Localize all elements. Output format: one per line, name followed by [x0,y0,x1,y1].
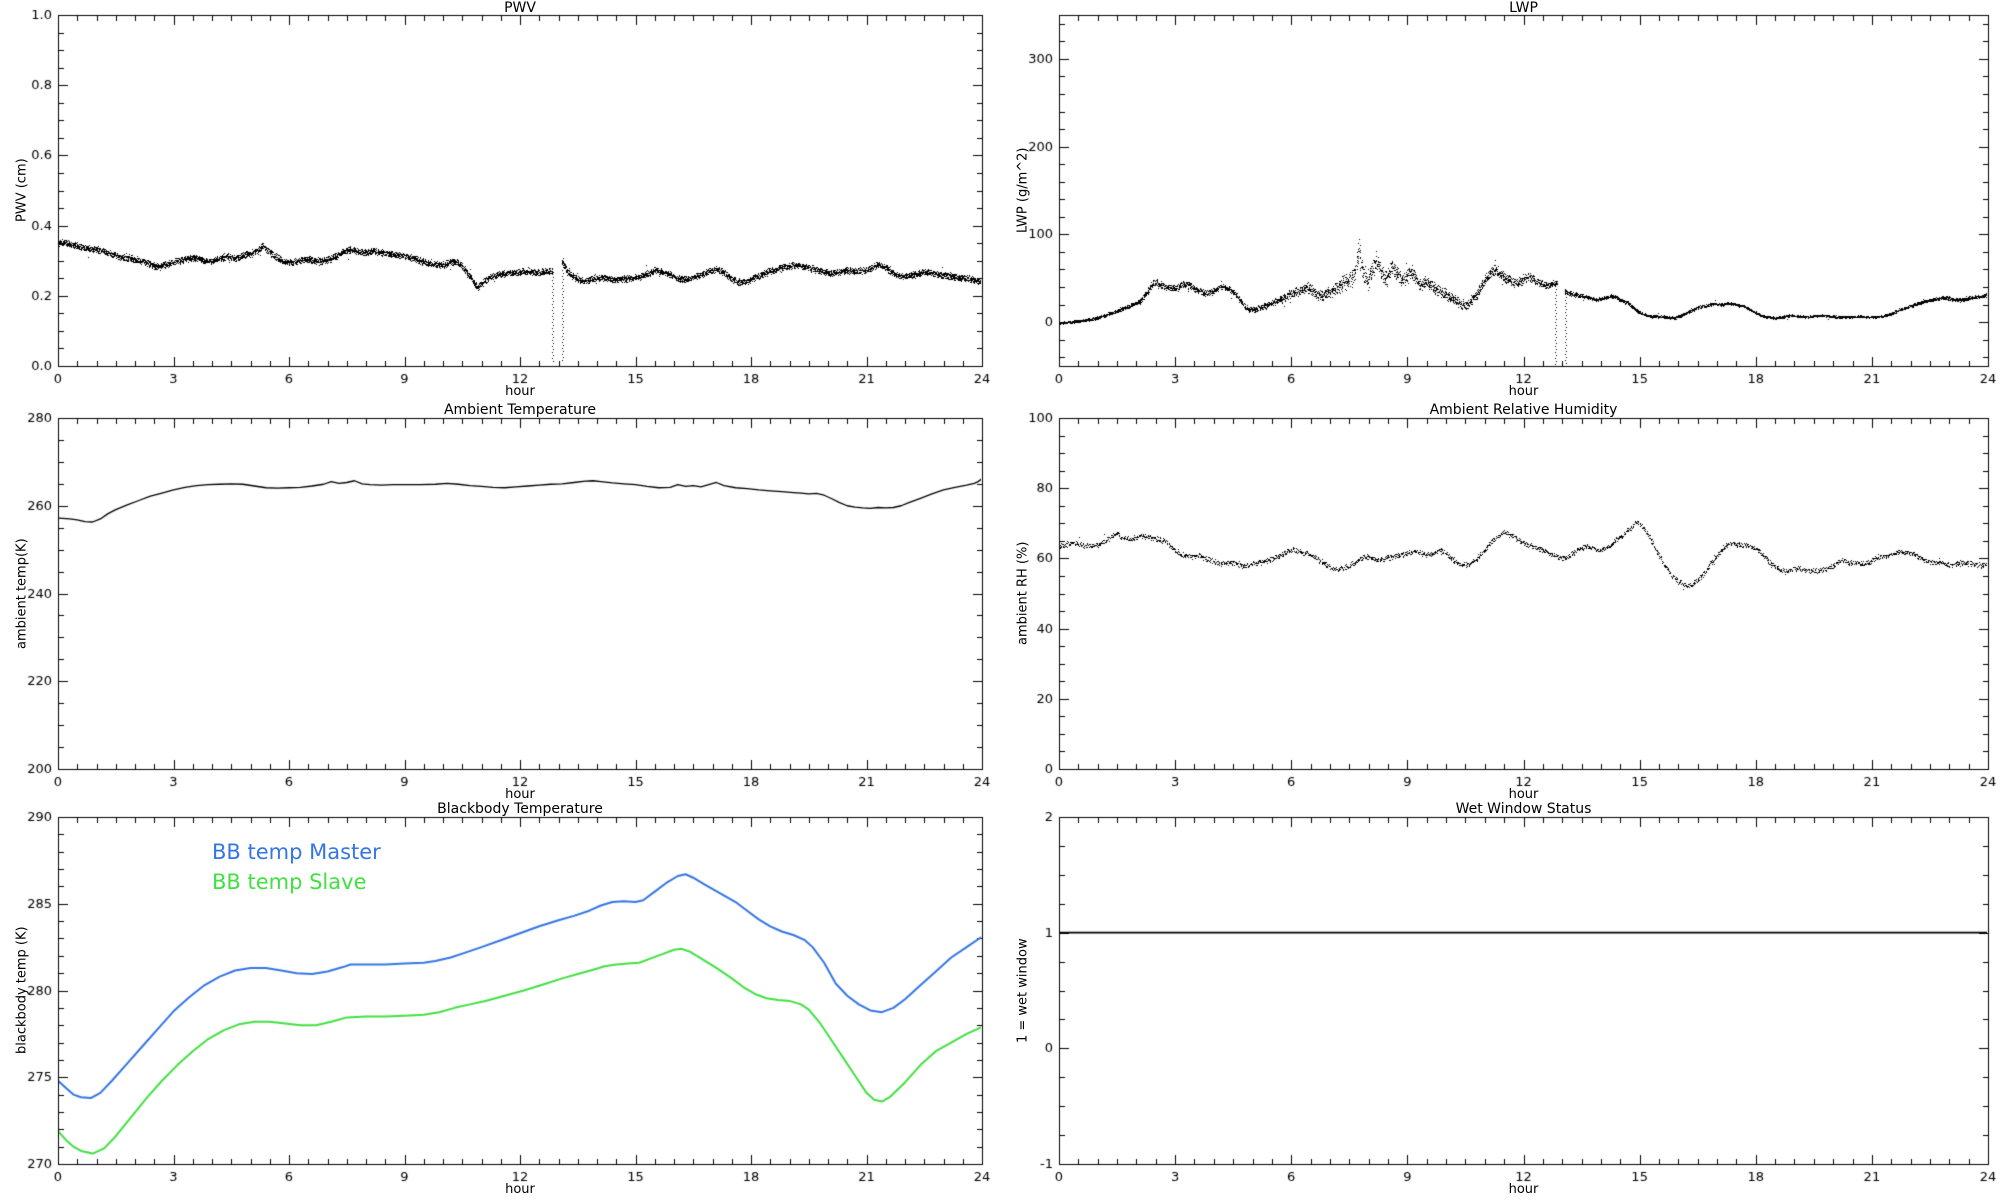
chart-title: Ambient Relative Humidity [1429,402,1618,418]
y-axis-label: LWP (g/m^2) [1015,147,1031,234]
x-axis-label: hour [505,384,535,399]
y-axis-label: PWV (cm) [14,158,30,223]
x-axis-label: hour [1508,1182,1539,1197]
x-axis-label: hour [505,787,535,802]
y-axis-label: ambient temp(K) [14,538,30,649]
x-axis-label: hour [1508,787,1539,802]
chart-title: Wet Window Status [1455,801,1592,817]
y-axis-label: 1 = wet window [1015,938,1031,1043]
y-axis-label: ambient RH (%) [1015,541,1031,646]
x-axis-label: hour [505,1182,535,1197]
y-axis-label: blackbody temp (K) [14,926,30,1055]
chart-title: LWP [1509,0,1538,16]
chart-title: Blackbody Temperature [437,801,603,817]
chart-title: PWV [504,0,536,16]
legend-bb-temp-master: BB temp Master [212,840,381,864]
legend-bb-temp-slave: BB temp Slave [212,870,367,894]
chart-title: Ambient Temperature [443,402,597,418]
x-axis-label: hour [1508,384,1539,399]
